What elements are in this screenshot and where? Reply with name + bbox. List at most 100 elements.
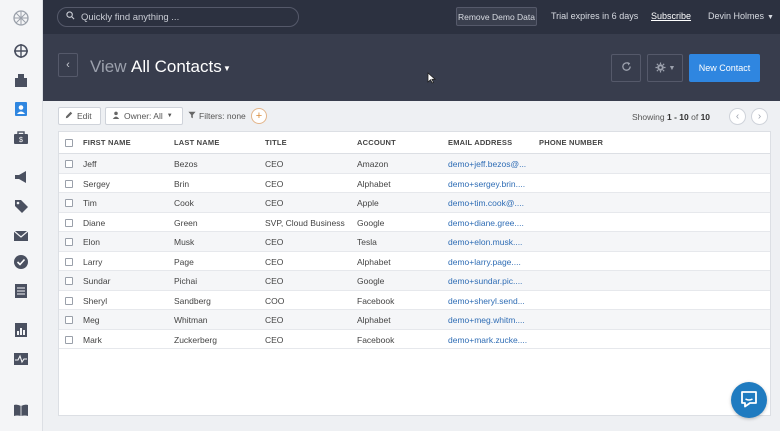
table-row[interactable]: Diane Green SVP, Cloud Business Google demo+… [59,213,770,232]
search-input[interactable]: Quickly find anything ... [57,7,299,27]
contacts-icon[interactable] [0,95,43,123]
column-header[interactable]: LAST NAME [174,138,220,147]
table-row[interactable]: Elon Musk CEO Tesla demo+elon.musk.... [59,232,770,252]
showing-prefix: Showing [632,112,665,122]
row-checkbox[interactable] [65,316,73,324]
row-checkbox[interactable] [65,257,73,266]
cell-email[interactable]: demo+meg.whitm.... [448,315,525,325]
new-contact-button[interactable]: New Contact [689,54,760,82]
cell-email[interactable]: demo+sheryl.send... [448,295,525,306]
user-name: Devin Holmes [708,11,765,21]
table-row[interactable]: Sundar Pichai CEO Google demo+sundar.pic.... [59,271,770,291]
table-row[interactable]: Tim Cook CEO Apple demo+tim.cook@.... [59,193,770,213]
column-header[interactable]: FIRST NAME [83,138,131,147]
person-icon [112,111,120,121]
cell-title: CEO [265,256,284,267]
cell-title: COO [265,295,285,306]
settings-button[interactable]: ▼ [647,54,683,82]
column-header[interactable]: TITLE [265,138,287,147]
table-row[interactable]: Sergey Brin CEO Alphabet demo+sergey.brin...… [59,174,770,193]
cell-last: Whitman [174,315,208,325]
row-checkbox[interactable] [65,277,73,285]
chat-launcher-button[interactable] [731,382,767,418]
row-checkbox[interactable] [65,179,73,188]
row-checkbox[interactable] [65,160,73,168]
subscribe-link[interactable]: Subscribe [651,11,692,21]
view-selector[interactable]: All Contacts [131,57,222,76]
chevron-down-icon: ▼ [668,64,676,72]
user-menu[interactable]: Devin Holmes ▼ [708,11,774,21]
add-filter-button[interactable]: + [251,108,267,124]
chevron-left-icon: ‹ [735,111,740,122]
back-button[interactable]: ‹ [58,53,78,77]
cell-email[interactable]: demo+larry.page.... [448,256,521,267]
row-checkbox[interactable] [65,335,73,344]
showing-of: of [691,112,699,122]
cell-email[interactable]: demo+diane.gree.... [448,217,524,228]
remove-demo-data-button[interactable]: Remove Demo Data [456,7,537,26]
row-checkbox[interactable] [65,296,73,305]
email-icon[interactable] [11,225,31,245]
cell-title: CEO [265,198,284,208]
cell-email[interactable]: demo+elon.musk.... [448,237,523,247]
previous-page-button[interactable]: ‹ [729,108,746,125]
deals-icon[interactable]: $ [11,128,31,148]
cell-first: Elon [83,237,101,247]
cell-first: Tim [83,198,97,208]
pencil-icon [65,111,73,121]
next-page-button[interactable]: › [751,108,768,125]
dashboard-icon[interactable] [11,41,31,61]
column-header[interactable]: PHONE NUMBER [539,138,604,147]
filters-toggle[interactable]: Filters: none [188,111,246,121]
table-row[interactable]: Sheryl Sandberg COO Facebook demo+sheryl.sen… [59,291,770,310]
cell-email[interactable]: demo+sundar.pic.... [448,276,523,286]
row-checkbox[interactable] [65,199,73,207]
cell-first: Meg [83,315,100,325]
tasks-icon[interactable] [11,252,31,272]
cell-last: Bezos [174,159,198,169]
cell-account: Tesla [357,237,377,247]
search-placeholder: Quickly find anything ... [81,11,180,23]
cell-last: Zuckerberg [174,334,217,345]
gear-icon [654,61,666,75]
cell-last: Cook [174,198,194,208]
cell-first: Jeff [83,159,97,169]
table-row[interactable]: Jeff Bezos CEO Amazon demo+jeff.bezos@... [59,154,770,174]
cell-email[interactable]: demo+sergey.brin.... [448,178,526,189]
owner-filter[interactable]: Owner: All ▼ [105,107,183,125]
cell-last: Musk [174,237,195,247]
cell-account: Alphabet [357,178,391,189]
reports-icon[interactable] [11,320,31,340]
chevron-left-icon: ‹ [66,59,70,71]
refresh-button[interactable] [611,54,641,82]
chevron-down-icon[interactable]: ▼ [223,64,231,73]
mouse-cursor-icon [427,72,437,87]
contacts-table: FIRST NAME LAST NAME TITLE ACCOUNT EMAIL… [58,131,771,416]
svg-text:$: $ [19,137,23,144]
cell-account: Alphabet [357,315,391,325]
cell-title: CEO [265,237,284,247]
cell-email[interactable]: demo+mark.zucke.... [448,334,528,345]
table-row[interactable]: Larry Page CEO Alphabet demo+larry.page.... [59,252,770,271]
notes-icon[interactable] [11,281,31,301]
cell-first: Sergey [83,178,110,189]
column-header[interactable]: EMAIL ADDRESS [448,138,513,147]
cell-email[interactable]: demo+jeff.bezos@... [448,159,527,169]
row-checkbox[interactable] [65,238,73,246]
filter-icon [188,111,196,121]
list-toolbar: Edit Owner: All ▼ Filters: none + Showin… [43,101,780,131]
select-all-checkbox[interactable] [65,139,73,147]
row-checkbox[interactable] [65,218,73,227]
logo-icon[interactable] [11,8,31,28]
cell-title: CEO [265,159,284,169]
companies-icon[interactable] [11,70,31,90]
activity-icon[interactable] [11,349,31,369]
table-row[interactable]: Meg Whitman CEO Alphabet demo+meg.whitm.... [59,310,770,330]
table-row[interactable]: Mark Zuckerberg CEO Facebook demo+mark.zucke… [59,330,770,349]
edit-button[interactable]: Edit [58,107,101,125]
cell-email[interactable]: demo+tim.cook@.... [448,198,524,208]
campaigns-icon[interactable] [11,167,31,187]
column-header[interactable]: ACCOUNT [357,138,396,147]
tags-icon[interactable] [11,196,31,216]
help-book-icon[interactable] [11,400,31,420]
